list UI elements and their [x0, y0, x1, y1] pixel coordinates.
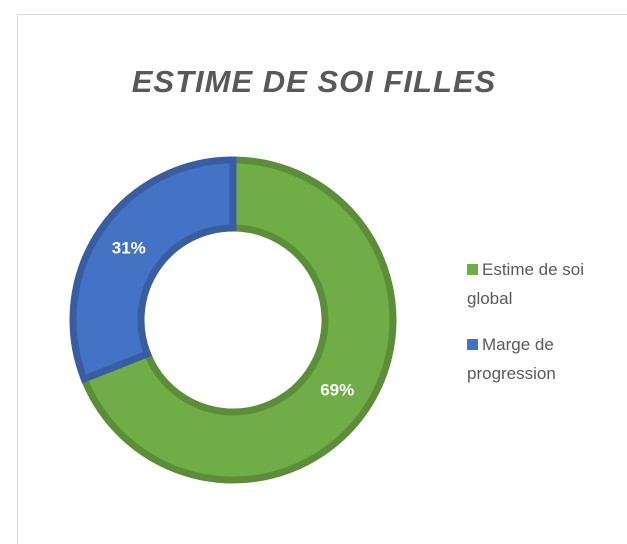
data-label: 31% [112, 239, 146, 258]
legend-label: Marge de progression [467, 335, 556, 383]
chart-frame [17, 14, 627, 544]
donut-segment [69, 156, 237, 384]
legend: Estime de soi global Marge de progression [467, 255, 607, 405]
legend-item: Marge de progression [467, 330, 607, 388]
legend-label: Estime de soi global [467, 260, 585, 308]
legend-swatch [467, 339, 478, 350]
chart-title: ESTIME DE SOI FILLES [132, 64, 496, 99]
data-label: 69% [320, 380, 354, 399]
donut-segment [79, 156, 397, 484]
legend-swatch [467, 264, 478, 275]
legend-item: Estime de soi global [467, 255, 607, 313]
